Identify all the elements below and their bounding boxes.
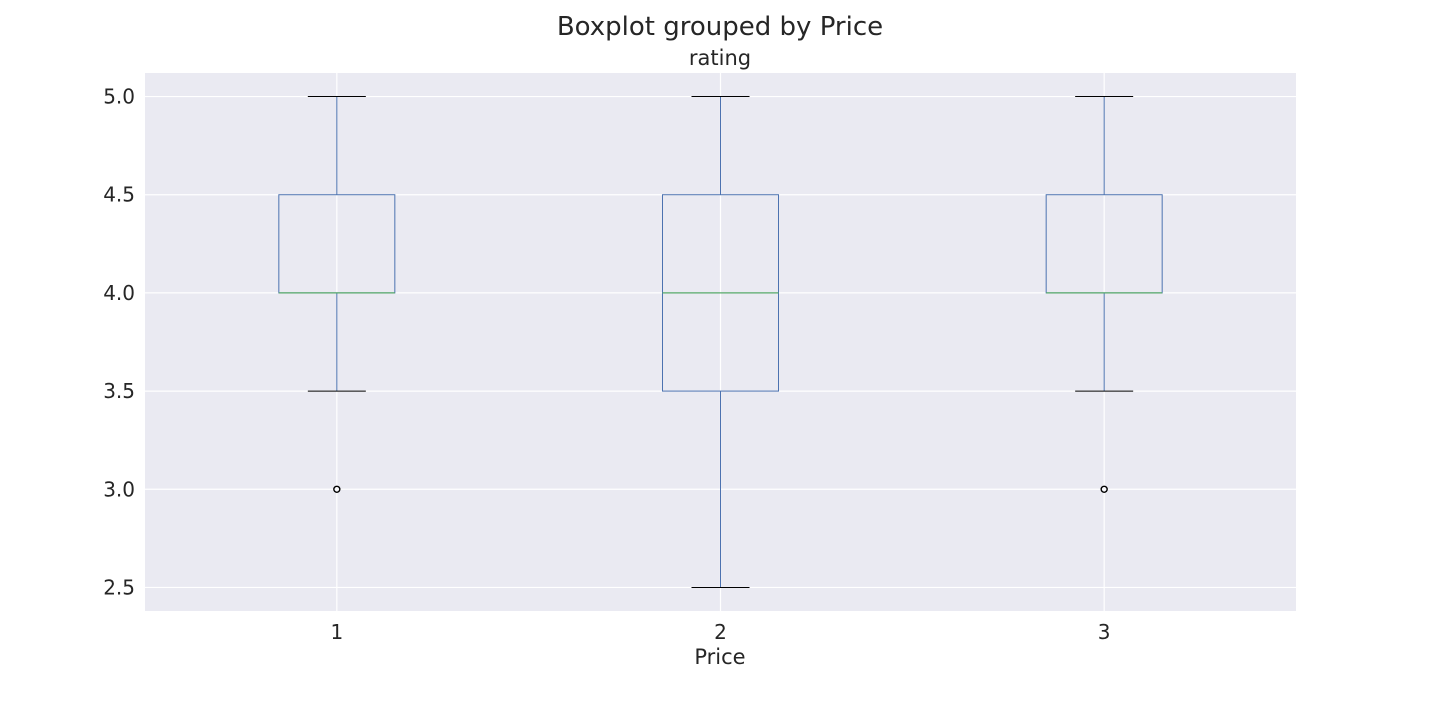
chart-subtitle: rating — [689, 46, 751, 70]
y-tick-label: 4.5 — [103, 183, 135, 207]
box-group-3 — [1045, 96, 1163, 493]
x-axis-label: Price — [694, 645, 745, 669]
x-tick-label: 2 — [714, 620, 727, 644]
tick-labels: 2.5 3.0 3.5 4.0 4.5 5.0 1 2 3 — [103, 85, 1110, 644]
outlier-point — [1100, 485, 1108, 493]
y-tick-label: 3.5 — [103, 379, 135, 403]
boxes — [278, 96, 1163, 588]
y-tick-label: 3.0 — [103, 477, 135, 501]
x-tick-label: 3 — [1098, 620, 1111, 644]
y-tick-label: 4.0 — [103, 281, 135, 305]
x-tick-label: 1 — [330, 620, 343, 644]
box-group-1 — [278, 96, 396, 493]
y-tick-label: 2.5 — [103, 575, 135, 599]
outlier-point — [333, 485, 341, 493]
chart-title: Boxplot grouped by Price — [557, 12, 883, 42]
box-group-2 — [662, 96, 779, 588]
y-tick-label: 5.0 — [103, 85, 135, 109]
